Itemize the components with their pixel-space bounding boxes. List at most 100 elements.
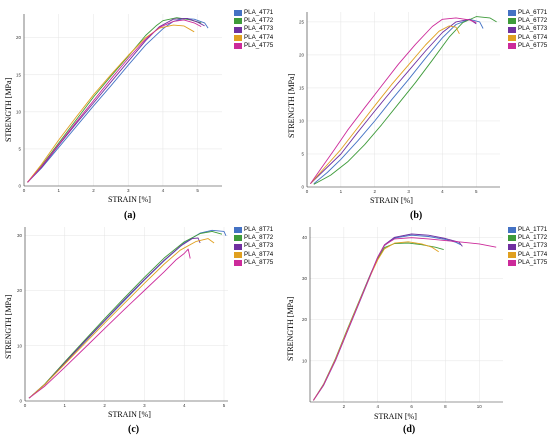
x-axis-label: STRAIN [%]: [370, 196, 413, 205]
chart-plot-c: 0 10 20 30 0 1 2 3 4 5: [17, 227, 228, 408]
x-tick-label: 3: [407, 189, 410, 194]
legend-item: PLA_6T73: [508, 25, 547, 33]
legend-item: PLA_4T71: [234, 9, 273, 17]
legend-swatch: [508, 18, 516, 25]
x-tick-label: 4: [441, 189, 444, 194]
series-line: [310, 25, 460, 184]
x-tick-label: 4: [183, 403, 186, 408]
chart-panel-d: STRENGTH [MPa] 10 20 30 40 2 4 6 8 10 PLA_1T71 P…: [275, 219, 550, 439]
figure-caption: (c): [128, 424, 140, 435]
legend-item: PLA_6T71: [508, 9, 547, 17]
figure-caption: (a): [124, 210, 136, 221]
x-tick-label: 1: [64, 403, 67, 408]
x-tick-label: 0: [24, 403, 27, 408]
x-tick-label: 3: [143, 403, 146, 408]
legend-swatch: [508, 227, 516, 234]
legend-swatch: [234, 243, 242, 250]
series-line: [28, 248, 191, 399]
series-line: [310, 17, 477, 184]
legend-label: PLA_8T74: [244, 250, 274, 258]
legend-label: PLA_6T73: [518, 25, 548, 33]
series-line: [28, 237, 201, 399]
legend-label: PLA_8T73: [244, 242, 274, 250]
series-line: [313, 16, 497, 185]
series-line: [27, 19, 202, 183]
legend-item: PLA_6T74: [508, 34, 547, 42]
y-tick-label: 15: [16, 72, 22, 77]
y-tick-label: 10: [17, 343, 23, 348]
y-tick-label: 10: [299, 118, 305, 123]
legend-swatch: [234, 18, 242, 25]
legend-label: PLA_4T73: [244, 25, 274, 33]
y-tick-label: 20: [302, 317, 308, 322]
y-tick-label: 20: [17, 288, 23, 293]
legend-label: PLA_4T74: [244, 33, 274, 41]
series-line: [313, 241, 439, 401]
x-tick-label: 10: [477, 404, 483, 409]
legend-label: PLA_4T75: [244, 41, 274, 49]
legend-swatch: [508, 34, 516, 41]
legend-label: PLA_1T72: [518, 234, 548, 242]
x-tick-label: 5: [223, 403, 226, 408]
x-axis-label: STRAIN [%]: [374, 412, 417, 421]
legend-item: PLA_8T73: [234, 242, 273, 250]
series-line: [28, 238, 215, 399]
legend-swatch: [234, 26, 242, 33]
chart-plot-b: 0 5 10 15 20 25 0 1 2 3 4 5: [299, 12, 500, 194]
x-tick-label: 1: [340, 189, 343, 194]
series-line: [27, 17, 209, 183]
y-tick-label: 40: [302, 235, 308, 240]
legend-swatch: [508, 26, 516, 33]
legend-item: PLA_6T75: [508, 42, 547, 50]
legend-swatch: [508, 251, 516, 258]
legend-label: PLA_1T71: [518, 226, 548, 233]
figure-caption: (d): [403, 424, 416, 435]
legend-swatch: [234, 10, 242, 17]
chart-panel-b: STRENGTH [MPa] 0 5 10 15 20 25 0 1 2 3 4 5 PLA_6T71…: [275, 0, 550, 225]
legend-label: PLA_6T75: [518, 41, 548, 49]
legend-label: PLA_1T75: [518, 258, 548, 266]
x-tick-label: 5: [196, 188, 199, 193]
legend-item: PLA_8T74: [234, 251, 273, 259]
chart-panel-a: STRENGTH [MPa] 0 5 10 15 20 0 1 2 3 4 5 PLA_4T71 P…: [0, 0, 275, 225]
legend-label: PLA_8T75: [244, 258, 274, 266]
series-line: [313, 237, 497, 401]
chart-plot-d: 10 20 30 40 2 4 6 8 10: [302, 227, 503, 409]
legend-item: PLA_1T72: [508, 234, 547, 242]
series-line: [313, 18, 484, 185]
chart-legend: PLA_1T71 PLA_1T72 PLA_1T73 PLA_1T74 PLA_…: [508, 226, 547, 267]
legend-item: PLA_8T71: [234, 226, 273, 234]
y-tick-label: 0: [18, 184, 21, 189]
series-line: [313, 242, 444, 401]
x-tick-label: 2: [92, 188, 95, 193]
x-tick-label: 0: [306, 189, 309, 194]
chart-legend: PLA_8T71 PLA_8T72 PLA_8T73 PLA_8T74 PLA_…: [234, 226, 273, 267]
series-line: [313, 233, 463, 401]
legend-item: PLA_4T74: [234, 34, 273, 42]
legend-label: PLA_1T74: [518, 250, 548, 258]
legend-swatch: [508, 42, 516, 49]
y-tick-label: 10: [302, 358, 308, 363]
series-line: [27, 24, 195, 183]
legend-item: PLA_8T75: [234, 259, 273, 267]
legend-label: PLA_6T72: [518, 17, 548, 25]
legend-swatch: [234, 251, 242, 258]
legend-label: PLA_6T71: [518, 9, 548, 16]
y-tick-label: 0: [301, 185, 304, 190]
legend-item: PLA_8T72: [234, 234, 273, 242]
legend-swatch: [234, 259, 242, 266]
legend-swatch: [508, 235, 516, 242]
x-tick-label: 4: [162, 188, 165, 193]
legend-label: PLA_8T71: [244, 226, 274, 233]
y-tick-label: 20: [299, 52, 305, 57]
x-tick-label: 2: [373, 189, 376, 194]
x-tick-label: 2: [343, 404, 346, 409]
series-line: [27, 17, 202, 183]
x-tick-label: 1: [57, 188, 60, 193]
x-tick-label: 4: [376, 404, 379, 409]
legend-label: PLA_4T71: [244, 9, 274, 16]
y-tick-label: 10: [16, 109, 22, 114]
y-tick-label: 5: [18, 146, 21, 151]
legend-label: PLA_6T74: [518, 33, 548, 41]
legend-label: PLA_8T72: [244, 234, 274, 242]
